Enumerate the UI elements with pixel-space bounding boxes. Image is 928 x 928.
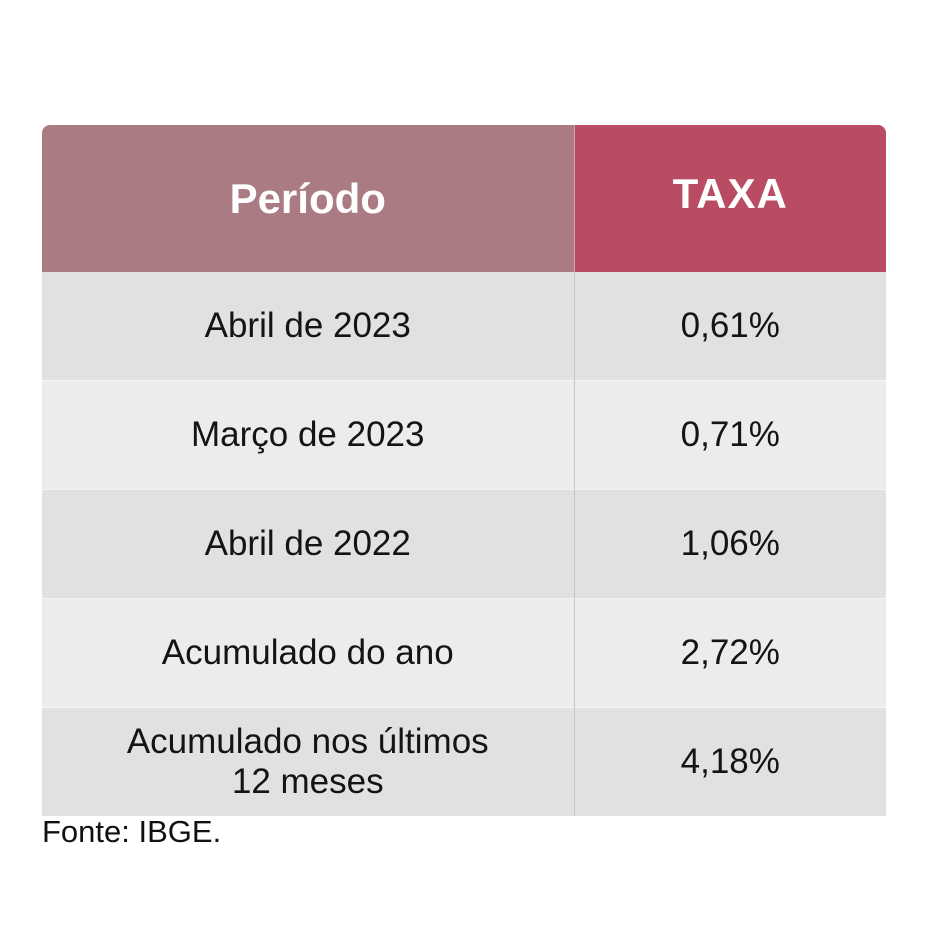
header-row: Período TAXA (42, 125, 886, 272)
cell-periodo: Março de 2023 (42, 380, 575, 490)
cell-taxa: 4,18% (574, 707, 886, 816)
cell-taxa: 2,72% (574, 598, 886, 708)
table-row: Março de 2023 0,71% (42, 380, 886, 490)
table-row: Abril de 2023 0,61% (42, 272, 886, 381)
cell-periodo: Abril de 2023 (42, 272, 575, 381)
rates-table-container: Período TAXA Abril de 2023 0,61% Março d… (42, 125, 886, 816)
cell-taxa: 0,61% (574, 272, 886, 381)
table-row: Abril de 2022 1,06% (42, 489, 886, 599)
table-row: Acumulado do ano 2,72% (42, 598, 886, 708)
table-row: Acumulado nos últimos 12 meses 4,18% (42, 707, 886, 816)
cell-taxa: 0,71% (574, 380, 886, 490)
rates-table: Período TAXA Abril de 2023 0,61% Março d… (42, 125, 886, 816)
cell-periodo: Acumulado do ano (42, 598, 575, 708)
cell-periodo: Abril de 2022 (42, 489, 575, 599)
cell-taxa: 1,06% (574, 489, 886, 599)
table-header: Período TAXA (42, 125, 886, 272)
cell-periodo: Acumulado nos últimos 12 meses (42, 707, 575, 816)
header-taxa: TAXA (574, 125, 886, 272)
source-note: Fonte: IBGE. (42, 814, 222, 849)
table-body: Abril de 2023 0,61% Março de 2023 0,71% … (42, 272, 886, 816)
header-periodo: Período (42, 125, 575, 272)
